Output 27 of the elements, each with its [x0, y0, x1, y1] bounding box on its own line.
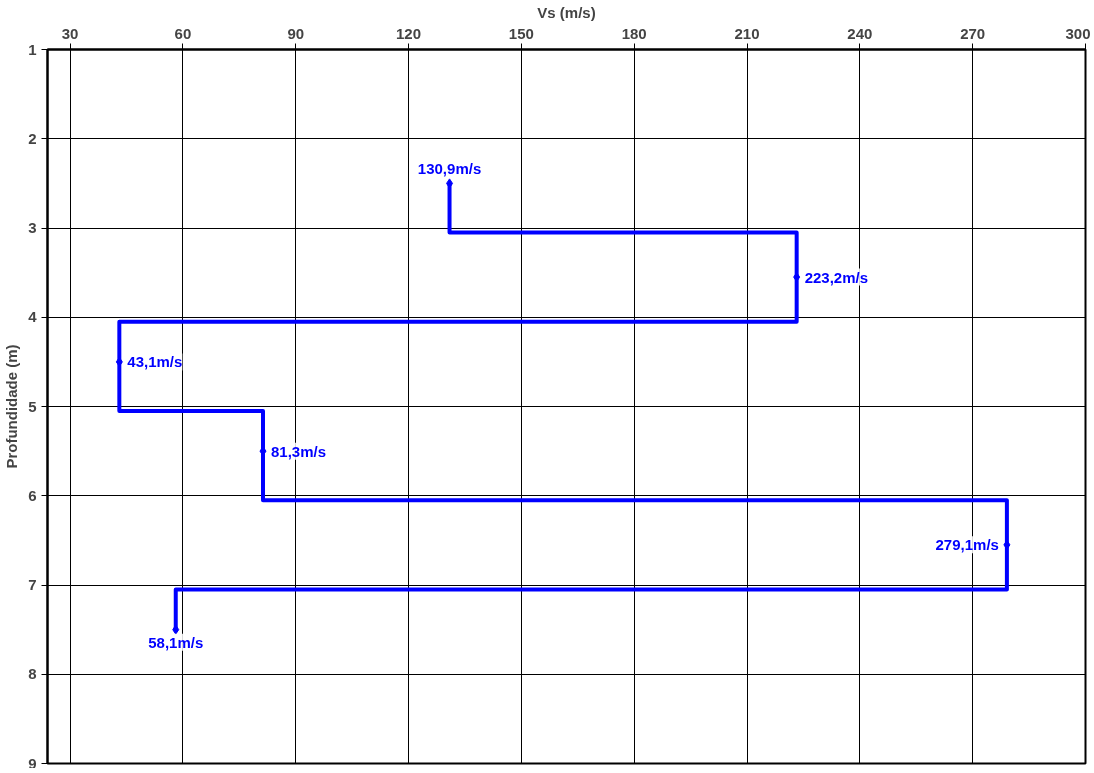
x-tick-label: 240	[847, 24, 873, 42]
y-tick-label: 1	[28, 40, 37, 58]
data-label: 130,9m/s	[417, 160, 482, 178]
y-tick-label: 8	[28, 665, 37, 683]
y-tick-label: 5	[28, 397, 37, 415]
x-tick-label: 270	[960, 24, 986, 42]
y-tick-label: 7	[28, 576, 37, 593]
x-axis-title: Vs (m/s)	[537, 3, 596, 21]
y-tick-label: 3	[28, 219, 37, 236]
x-tick-label: 60	[174, 24, 192, 42]
y-axis-title: Profundidade (m)	[3, 344, 21, 469]
y-tick-label: 2	[28, 129, 37, 147]
x-tick-label: 30	[61, 24, 79, 42]
x-tick-label: 210	[734, 24, 760, 42]
data-label: 58,1m/s	[148, 633, 204, 651]
x-tick-label: 150	[508, 24, 534, 42]
y-tick-label: 4	[28, 308, 38, 326]
x-tick-label: 180	[621, 24, 647, 42]
x-tick-label: 120	[396, 24, 422, 42]
data-label: 81,3m/s	[271, 442, 327, 460]
y-tick-label: 6	[28, 486, 37, 504]
y-tick-label: 9	[28, 754, 37, 772]
data-label: 223,2m/s	[804, 268, 869, 286]
data-label: 43,1m/s	[127, 353, 183, 371]
x-tick-label: 90	[287, 24, 305, 42]
data-label: 279,1m/s	[935, 536, 999, 554]
x-tick-label: 300	[1065, 24, 1091, 42]
